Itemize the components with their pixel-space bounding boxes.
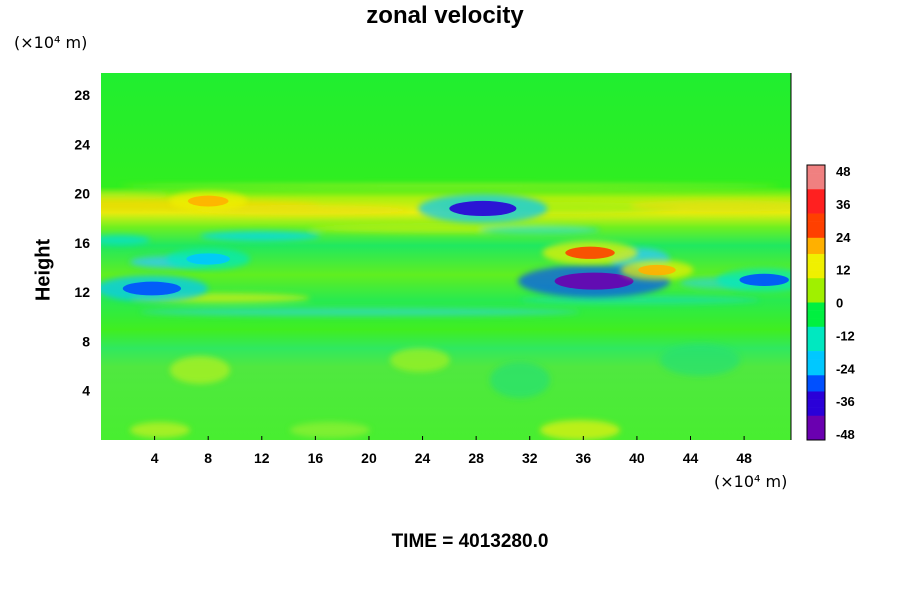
- field-band: [140, 308, 580, 316]
- colorbar-tick-label: 12: [836, 263, 850, 278]
- field-band: [190, 205, 410, 215]
- velocity-feature: [187, 195, 229, 207]
- colorbar-border: [806, 164, 826, 441]
- colorbar-segment: [807, 270, 825, 279]
- field-band: [520, 296, 760, 304]
- colorbar-segment: [807, 173, 825, 182]
- x-tick-label: 32: [522, 450, 538, 466]
- colorbar-tick-label: -12: [836, 328, 855, 343]
- field-band: [630, 200, 791, 212]
- colorbar-tick-label: -24: [836, 361, 856, 376]
- colorbar-segment: [807, 286, 825, 295]
- colorbar-segment: [807, 302, 825, 311]
- colorbar-segment: [807, 423, 825, 433]
- colorbar-tick-label: 0: [836, 296, 843, 311]
- colorbar-segment: [807, 318, 825, 328]
- field-band: [101, 235, 150, 245]
- field-band: [490, 362, 550, 398]
- colorbar-segment: [807, 391, 825, 400]
- field-band: [101, 193, 170, 197]
- colorbar-segment: [807, 253, 825, 263]
- field-band: [290, 422, 370, 438]
- x-axis-unit: (×10⁴ m): [714, 472, 788, 491]
- velocity-features: [101, 190, 791, 302]
- colorbar-segment: [807, 165, 825, 174]
- field-band: [540, 420, 620, 440]
- time-label: TIME = 4013280.0: [391, 531, 549, 552]
- colorbar-segment: [807, 359, 825, 368]
- colorbar-tick-label: -36: [836, 394, 855, 409]
- colorbar-segment: [807, 278, 825, 287]
- colorbar-tick-label: 36: [836, 197, 850, 212]
- velocity-feature: [638, 264, 676, 276]
- colorbar-segment: [807, 375, 825, 384]
- field-band: [200, 231, 320, 241]
- colorbar-segment: [807, 310, 825, 319]
- velocity-feature: [122, 281, 182, 296]
- colorbar-segment: [807, 342, 825, 352]
- colorbar: 48 36 24 12 0 -12 -24 -36 -48: [806, 164, 856, 442]
- y-tick-label: 16: [74, 235, 90, 251]
- velocity-feature: [186, 253, 230, 265]
- x-tick-label: 44: [683, 450, 699, 466]
- colorbar-segment: [807, 213, 825, 222]
- colorbar-segment: [807, 351, 825, 360]
- colorbar-segment: [807, 415, 825, 425]
- colorbar-segment: [807, 221, 825, 231]
- y-axis-unit: (×10⁴ m): [14, 33, 88, 52]
- field-band: [120, 184, 780, 188]
- colorbar-tick-label: -48: [836, 427, 855, 442]
- y-tick-label: 28: [74, 87, 90, 103]
- colorbar-segment: [807, 326, 825, 336]
- colorbar-segment: [807, 245, 825, 255]
- x-tick-label: 8: [204, 450, 212, 466]
- x-tick-label: 20: [361, 450, 377, 466]
- field-band: [480, 226, 600, 234]
- colorbar-segment: [807, 237, 825, 247]
- colorbar-segment: [807, 399, 825, 408]
- field-band: [170, 356, 230, 384]
- colorbar-segment: [807, 383, 825, 392]
- y-tick-label: 24: [74, 136, 90, 152]
- velocity-feature: [739, 273, 789, 287]
- y-tick-label: 12: [74, 284, 90, 300]
- x-tick-label: 12: [254, 450, 270, 466]
- y-tick-label: 8: [82, 333, 90, 349]
- velocity-feature: [449, 200, 517, 217]
- velocity-feature: [554, 272, 634, 290]
- x-tick-label: 48: [736, 450, 752, 466]
- colorbar-segment: [807, 294, 825, 303]
- colorbar-segment: [807, 205, 825, 214]
- x-tick-label: 24: [415, 450, 431, 466]
- colorbar-segment: [807, 431, 825, 441]
- x-tick-label: 4: [151, 450, 159, 466]
- x-tick-label: 28: [468, 450, 484, 466]
- colorbar-segment: [807, 229, 825, 239]
- x-tick-label: 16: [308, 450, 324, 466]
- x-axis: 4 8 12 16 20 24 28 32 36 40 44 48: [151, 436, 752, 466]
- field-band: [130, 422, 190, 438]
- colorbar-segment: [807, 367, 825, 376]
- colorbar-segment: [807, 262, 825, 271]
- colorbar-segment: [807, 181, 825, 190]
- colorbar-segment: [807, 189, 825, 198]
- chart-title: zonal velocity: [366, 2, 524, 29]
- x-tick-label: 36: [576, 450, 592, 466]
- colorbar-tick-label: 24: [836, 230, 851, 245]
- y-tick-label: 4: [82, 383, 90, 399]
- colorbar-segment: [807, 334, 825, 344]
- velocity-feature: [565, 246, 615, 259]
- y-axis: 4 8 12 16 20 24 28: [74, 87, 90, 399]
- y-tick-label: 20: [74, 186, 90, 202]
- colorbar-segment: [807, 407, 825, 417]
- x-tick-label: 40: [629, 450, 645, 466]
- colorbar-tick-label: 48: [836, 164, 850, 179]
- field-band: [660, 344, 740, 376]
- colorbar-segment: [807, 197, 825, 206]
- field-band: [390, 348, 450, 372]
